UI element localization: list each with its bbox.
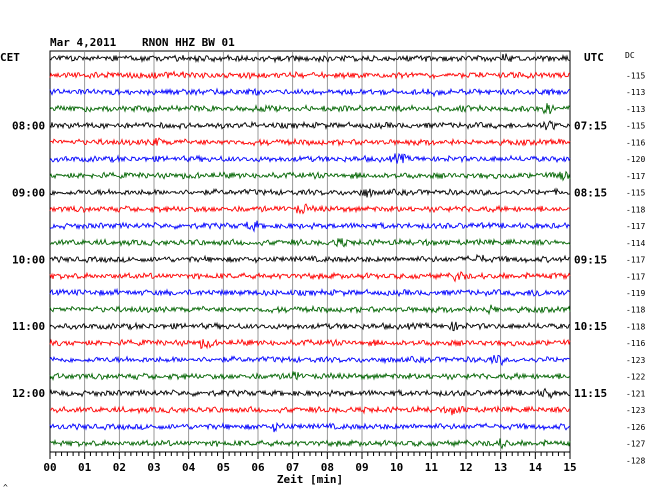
right-timezone-label: UTC: [584, 51, 604, 64]
dc-offset-label: -117: [626, 272, 645, 281]
seismic-trace: [49, 271, 571, 283]
seismic-trace: [49, 152, 571, 164]
right-hour-label: 07:15: [574, 119, 607, 132]
seismic-trace: [49, 338, 571, 350]
seismic-trace: [49, 237, 571, 248]
left-hour-label: 10:00: [12, 253, 45, 266]
seismic-trace: [49, 287, 571, 298]
right-hour-label: 09:15: [574, 253, 607, 266]
x-tick-label: 05: [217, 461, 230, 474]
x-axis: 00 01 02 03 04 05 06 07 08 09 10 11 12 13 14 15: [43, 452, 577, 474]
right-hour-label: 08:15: [574, 186, 607, 199]
dc-offset-label: -123: [626, 356, 645, 365]
left-hour-label: 08:00: [12, 119, 45, 132]
x-tick-label: 10: [390, 461, 403, 474]
x-tick-label: 03: [147, 461, 160, 474]
seismic-trace: [49, 203, 571, 215]
seismic-trace: [49, 321, 571, 332]
x-tick-label: 15: [563, 461, 576, 474]
dc-offset-label: -127: [626, 440, 645, 449]
seismic-trace: [49, 304, 571, 316]
dc-offset-label: -120: [626, 155, 645, 164]
dc-offset-label: -122: [626, 373, 645, 382]
seismic-trace: [49, 120, 571, 131]
seismic-trace: [49, 253, 571, 264]
trace-layer: [49, 53, 571, 450]
x-tick-label: 09: [355, 461, 368, 474]
x-tick-label: 06: [251, 461, 265, 474]
x-tick-label: 13: [494, 461, 507, 474]
dc-offset-label: -121: [626, 389, 645, 398]
footer-mark: ^: [3, 483, 8, 492]
label-layer: -115 -113 -113 -115 -116 -120 -117 -115 -118 -117…: [12, 72, 645, 466]
dc-offset-label: -117: [626, 256, 645, 265]
left-hour-label: 11:00: [12, 320, 45, 333]
seismic-trace: [49, 170, 571, 182]
seismic-trace: [49, 438, 571, 450]
x-tick-label: 08: [321, 461, 334, 474]
seismic-trace: [49, 70, 571, 80]
x-axis-label: Zeit [min]: [277, 473, 343, 486]
right-hour-label: 11:15: [574, 387, 607, 400]
left-hour-label: 12:00: [12, 387, 45, 400]
x-tick-label: 07: [286, 461, 299, 474]
seismic-trace: [49, 387, 571, 400]
left-hour-label: 09:00: [12, 186, 45, 199]
chart-date: Mar 4,2011: [50, 36, 117, 49]
seismic-trace: [49, 87, 571, 98]
seismic-trace: [49, 187, 571, 199]
dc-offset-label: -113: [626, 105, 645, 114]
x-tick-label: 14: [529, 461, 543, 474]
seismic-trace: [49, 103, 571, 115]
dc-offset-label: -113: [626, 88, 645, 97]
seismic-trace: [49, 220, 571, 233]
dc-label: DC: [625, 51, 635, 60]
x-tick-label: 02: [113, 461, 126, 474]
dc-offset-label: -115: [626, 122, 645, 131]
grid-layer: [49, 50, 571, 453]
seismic-trace: [49, 421, 571, 433]
left-timezone-label: CET: [0, 51, 20, 64]
x-tick-label: 12: [459, 461, 472, 474]
dc-offset-label: -116: [626, 339, 645, 348]
x-tick-label: 04: [182, 461, 196, 474]
x-tick-label: 01: [78, 461, 92, 474]
dc-offset-label: -117: [626, 172, 645, 181]
x-tick-label: 00: [43, 461, 56, 474]
chart-station: RNON HHZ BW 01: [142, 36, 235, 49]
seismic-trace: [49, 354, 571, 367]
dc-offset-label: -115: [626, 189, 645, 198]
dc-offset-label: -118: [626, 306, 645, 315]
dc-offset-label: -114: [626, 239, 645, 248]
x-tick-label: 11: [425, 461, 439, 474]
dc-offset-label: -118: [626, 205, 645, 214]
seismic-trace: [49, 137, 571, 147]
dc-offset-label: -118: [626, 323, 645, 332]
dc-offset-label: -115: [626, 72, 645, 81]
dc-offset-label: -128: [626, 456, 645, 465]
seismic-trace: [49, 371, 571, 381]
dc-offset-label: -126: [626, 423, 645, 432]
seismic-trace: [49, 404, 571, 416]
dc-offset-label: -116: [626, 138, 645, 147]
right-hour-label: 10:15: [574, 320, 607, 333]
seismic-trace: [49, 53, 571, 64]
dc-offset-label: -117: [626, 222, 645, 231]
dc-offset-label: -119: [626, 289, 645, 298]
dc-offset-label: -123: [626, 406, 645, 415]
